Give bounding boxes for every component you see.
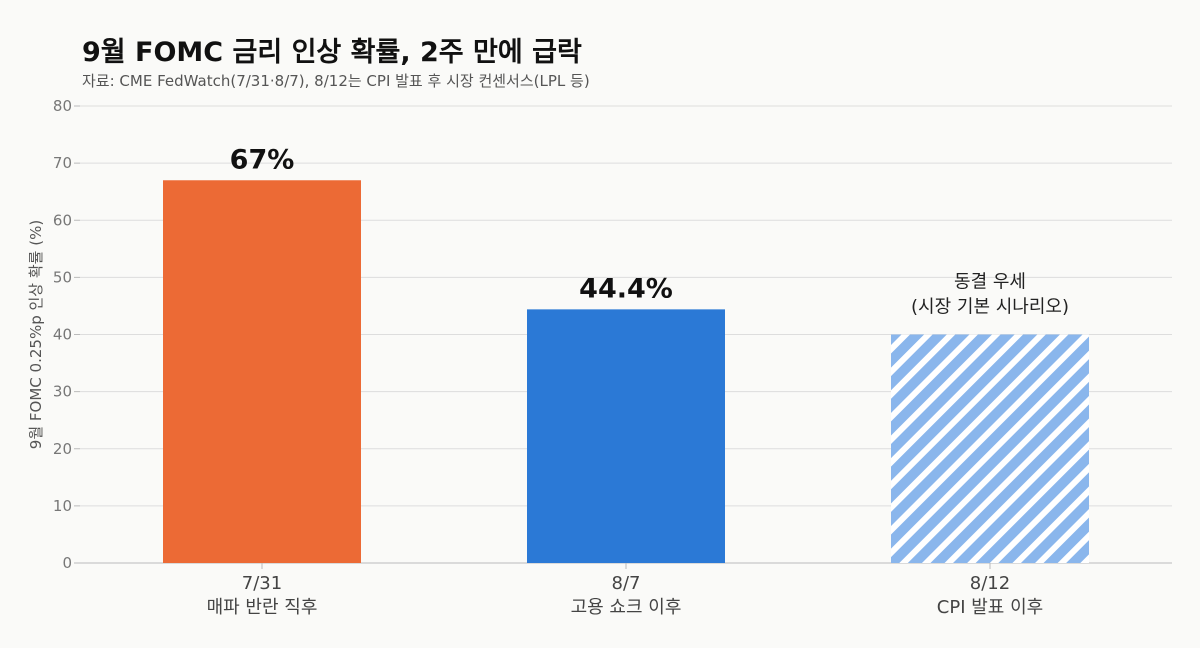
ytick-label-10: 10 (53, 497, 72, 515)
ytick-label-80: 80 (53, 97, 72, 115)
xtick-label-1-line-2: 매파 반란 직후 (207, 597, 318, 618)
xtick-label-2-line-1: 8/7 (612, 573, 641, 594)
ytick-label-50: 50 (53, 268, 72, 286)
annotation-3-line-2: (시장 기본 시나리오) (911, 297, 1069, 318)
ytick-label-40: 40 (53, 326, 72, 344)
xtick-label-3-line-1: 8/12 (970, 573, 1010, 594)
bar-3 (891, 334, 1089, 563)
chart-subtitle: 자료: CME FedWatch(7/31·8/7), 8/12는 CPI 발표… (82, 72, 590, 90)
ytick-label-70: 70 (53, 154, 72, 172)
annotation-3-line-1: 동결 우세 (954, 272, 1026, 293)
value-label-1: 67% (230, 144, 295, 175)
xtick-label-3-line-2: CPI 발표 이후 (937, 597, 1043, 618)
bar-2 (527, 309, 725, 563)
ytick-label-60: 60 (53, 211, 72, 229)
ytick-label-0: 0 (62, 554, 72, 572)
bar-1 (163, 180, 361, 563)
xtick-label-2-line-2: 고용 쇼크 이후 (571, 597, 682, 618)
chart-title: 9월 FOMC 금리 인상 확률, 2주 만에 급락 (82, 37, 582, 68)
ytick-label-20: 20 (53, 440, 72, 458)
xtick-label-1-line-1: 7/31 (242, 573, 282, 594)
ytick-label-30: 30 (53, 383, 72, 401)
y-axis-label: 9월 FOMC 0.25%p 인상 확률 (%) (27, 220, 45, 449)
value-label-2: 44.4% (579, 273, 673, 304)
